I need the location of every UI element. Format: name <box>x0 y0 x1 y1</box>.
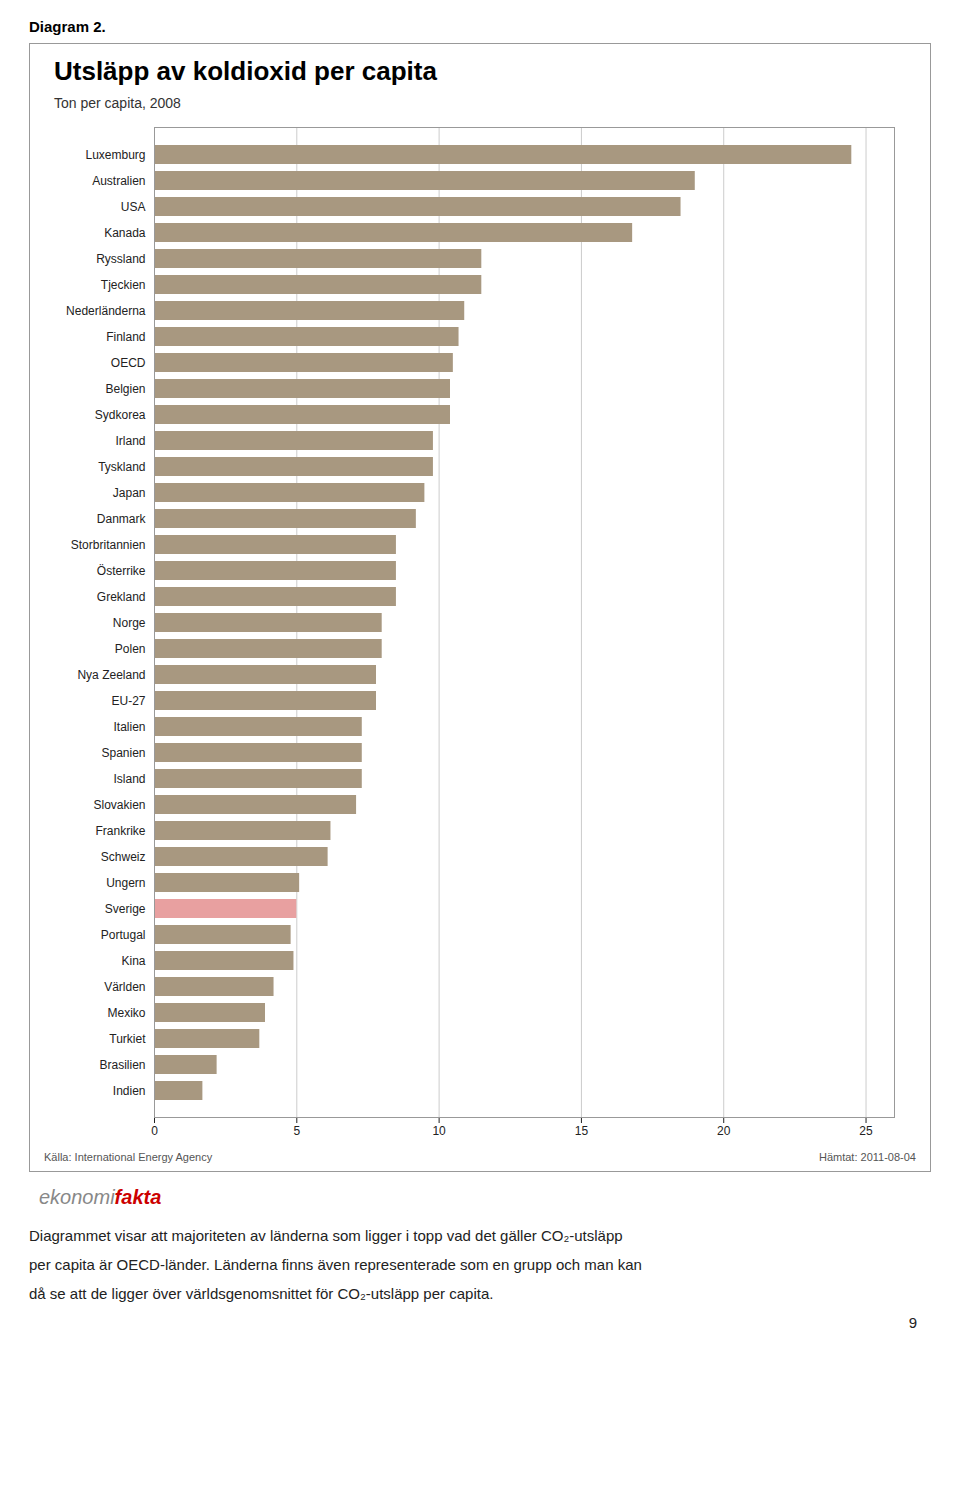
svg-text:Världen: Världen <box>104 980 145 994</box>
svg-text:Australien: Australien <box>92 174 145 188</box>
svg-text:Belgien: Belgien <box>105 382 145 396</box>
svg-text:Frankrike: Frankrike <box>95 824 145 838</box>
html-text:Källa: International Energy Ag: Källa: International Energy Agency <box>44 1151 213 1163</box>
svg-text:Storbritannien: Storbritannien <box>71 538 146 552</box>
svg-text:Sverige: Sverige <box>105 902 146 916</box>
html-text:ekonomi fakta: ekonomi fakta <box>39 1186 162 1208</box>
svg-text:Island: Island <box>113 772 145 786</box>
svg-text:0: 0 <box>151 1124 158 1138</box>
html-text:Hämtat: 2011-08-04: Hämtat: 2011-08-04 <box>819 1151 916 1163</box>
svg-text:Tjeckien: Tjeckien <box>101 278 146 292</box>
svg-text:10: 10 <box>432 1124 446 1138</box>
svg-text:Turkiet: Turkiet <box>109 1032 146 1046</box>
svg-text:Grekland: Grekland <box>97 590 146 604</box>
svg-text:Nya Zeeland: Nya Zeeland <box>77 668 145 682</box>
html-text:Diagram 2.: Diagram 2. <box>29 18 106 35</box>
svg-text:Spanien: Spanien <box>101 746 145 760</box>
svg-text:Indien: Indien <box>113 1084 146 1098</box>
svg-text:Slovakien: Slovakien <box>93 798 145 812</box>
svg-text:Kina: Kina <box>121 954 145 968</box>
svg-text:USA: USA <box>121 200 146 214</box>
svg-text:Brasilien: Brasilien <box>99 1058 145 1072</box>
svg-text:Japan: Japan <box>113 486 146 500</box>
svg-text:15: 15 <box>575 1124 589 1138</box>
svg-text:OECD: OECD <box>111 356 146 370</box>
svg-text:Sydkorea: Sydkorea <box>95 408 146 422</box>
svg-text:Ryssland: Ryssland <box>96 252 145 266</box>
svg-text:Mexiko: Mexiko <box>107 1006 145 1020</box>
svg-text:EU-27: EU-27 <box>111 694 145 708</box>
html-text:9: 9 <box>908 1314 917 1331</box>
svg-text:Ungern: Ungern <box>106 876 145 890</box>
svg-text:Portugal: Portugal <box>101 928 146 942</box>
svg-text:Norge: Norge <box>113 616 146 630</box>
svg-text:Finland: Finland <box>106 330 145 344</box>
svg-text:Schweiz: Schweiz <box>101 850 146 864</box>
svg-text:5: 5 <box>293 1124 300 1138</box>
svg-text:25: 25 <box>859 1124 873 1138</box>
svg-text:Österrike: Österrike <box>97 564 146 578</box>
svg-text:Danmark: Danmark <box>97 512 147 526</box>
html-text:Ton per capita, 2008: Ton per capita, 2008 <box>54 95 181 111</box>
svg-text:Italien: Italien <box>113 720 145 734</box>
html-text:Utsläpp av koldioxid per capit: Utsläpp av koldioxid per capita <box>54 56 437 86</box>
html-text:Diagrammet visar att majoritet: Diagrammet visar att majoriteten av länd… <box>29 1227 623 1244</box>
html-text:per capita är OECD-länder. Län: per capita är OECD-länder. Länderna finn… <box>29 1256 642 1273</box>
svg-text:20: 20 <box>717 1124 731 1138</box>
svg-text:Polen: Polen <box>115 642 146 656</box>
html-text:då se att de ligger över värld: då se att de ligger över världsgenomsnit… <box>29 1285 494 1302</box>
svg-text:Kanada: Kanada <box>104 226 146 240</box>
svg-text:Irland: Irland <box>115 434 145 448</box>
svg-text:Nederländerna: Nederländerna <box>66 304 146 318</box>
svg-text:Luxemburg: Luxemburg <box>85 148 145 162</box>
svg-text:Tyskland: Tyskland <box>98 460 145 474</box>
